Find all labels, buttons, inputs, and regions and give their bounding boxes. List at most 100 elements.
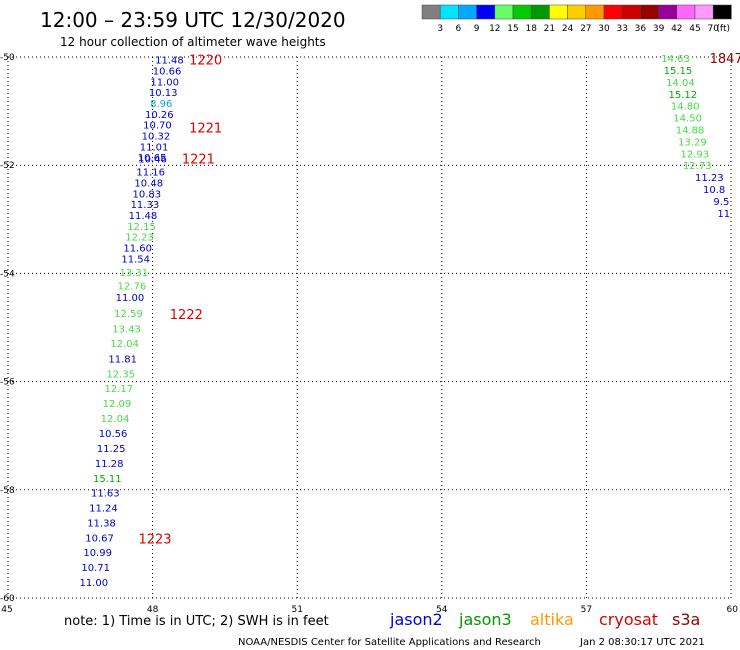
y-tick-label: -54 <box>0 269 15 279</box>
pass-time-label: 1221 <box>189 121 222 136</box>
pass-time-label: 1220 <box>189 54 222 69</box>
legend-swatch <box>494 4 514 20</box>
wave-height-point: 11.00 <box>79 578 108 589</box>
wave-height-point: 11.25 <box>97 444 126 455</box>
wave-height-point: 14.88 <box>676 125 705 136</box>
legend-label: 12 <box>489 24 500 34</box>
wave-height-point: 10.65 <box>138 153 167 164</box>
mission-label-s3a: s3a <box>672 610 700 629</box>
legend-swatch <box>603 4 623 20</box>
wave-height-point: 11.16 <box>136 168 165 179</box>
x-tick-label: 60 <box>727 605 739 615</box>
wave-height-point: 10.99 <box>83 548 112 559</box>
x-tick-label: 48 <box>147 605 159 615</box>
wave-height-point: 11.24 <box>89 504 118 515</box>
data-points: 11.4810.6611.0010.138.9610.2610.7010.321… <box>74 54 730 639</box>
wave-height-point: 12.15 <box>127 222 156 233</box>
mission-label-cryosat: cryosat <box>599 610 658 629</box>
legend-swatch <box>621 4 641 20</box>
pass-time-label: 1222 <box>170 308 203 323</box>
wave-height-point: 12.73 <box>683 161 712 172</box>
y-tick-label: -50 <box>0 53 15 63</box>
wave-height-point: 14.63 <box>661 54 690 65</box>
mission-label-jason2: jason2 <box>389 610 443 629</box>
legend-label: 9 <box>474 24 480 34</box>
page-title: 12:00 – 23:59 UTC 12/30/2020 <box>40 8 346 32</box>
legend-label: 42 <box>671 24 682 34</box>
wave-height-point: 10.67 <box>85 533 114 544</box>
legend-label: 18 <box>525 24 537 34</box>
pass-time-label: 1221 <box>182 153 215 168</box>
wave-height-point: 12.23 <box>125 233 154 244</box>
wave-height-point: 12.09 <box>103 399 132 410</box>
wave-height-point: 15.12 <box>668 90 697 101</box>
wave-height-point: 14.80 <box>671 102 700 113</box>
wave-height-point: 12.04 <box>101 414 130 425</box>
wave-height-point: 10.83 <box>132 189 161 200</box>
x-tick-label: 57 <box>581 605 592 615</box>
legend-swatch <box>458 4 477 20</box>
wave-height-point: 11.38 <box>87 518 116 529</box>
wave-height-point: 12.59 <box>114 309 143 320</box>
x-tick-label: 54 <box>436 605 448 615</box>
wave-height-point: 12.35 <box>106 369 135 380</box>
wave-height-point: 14.50 <box>673 114 702 125</box>
legend-label: 45 <box>689 24 700 34</box>
wave-height-point: 15.15 <box>664 66 693 77</box>
wave-height-point: 12.93 <box>681 149 710 160</box>
legend-swatch <box>712 4 732 20</box>
wave-height-point: 13.43 <box>112 325 141 336</box>
y-tick-label: -56 <box>0 378 15 388</box>
mission-legend: jason2 jason3 altika cryosat s3a <box>389 610 700 629</box>
legend-swatch <box>549 4 568 20</box>
legend-label: 30 <box>598 24 610 34</box>
mission-label-altika: altika <box>530 610 574 629</box>
plot-area: 45 48 51 54 57 60-50-52-54-56-58-60 11.4810.6… <box>0 52 740 639</box>
wave-height-point: 10.66 <box>153 67 182 78</box>
legend-label: 27 <box>580 24 591 34</box>
legend-label: 21 <box>544 24 555 34</box>
legend-swatch <box>658 4 678 20</box>
legend-label: 24 <box>562 24 574 34</box>
color-legend: 3 6 9 12 15 18 21 24 27 30 33 36 39 42 45 70(ft) <box>421 4 732 34</box>
wave-height-point: 12.17 <box>105 384 134 395</box>
footer-note: note: 1) Time is in UTC; 2) SWH is in fe… <box>64 614 329 629</box>
pass-time-label: 1223 <box>138 532 171 547</box>
wave-height-point: 8.96 <box>150 99 172 110</box>
wave-height-point: 11.01 <box>140 142 169 153</box>
wave-height-point: 9.5 <box>713 197 729 208</box>
wave-height-point: 12.76 <box>118 281 147 292</box>
wave-height-point: 13.31 <box>119 268 148 279</box>
legend-label: 36 <box>635 24 647 34</box>
wave-height-point: 11.33 <box>131 200 160 211</box>
wave-height-point: 11.81 <box>108 354 137 365</box>
wave-height-point: 10.13 <box>149 88 178 99</box>
y-tick-label: -52 <box>0 161 15 171</box>
legend-label: 39 <box>653 24 665 34</box>
wave-height-point: 15.11 <box>93 474 122 485</box>
footer-timestamp: Jan 2 08:30:17 UTC 2021 <box>579 637 705 648</box>
x-tick-label: 51 <box>291 605 302 615</box>
footer-credit: NOAA/NESDIS Center for Satellite Applica… <box>238 637 541 648</box>
wave-height-point: 11.63 <box>91 489 120 500</box>
wave-height-point: 11.48 <box>155 56 184 67</box>
wave-height-point: 11.23 <box>695 173 724 184</box>
axis-ticks: 45 48 51 54 57 60 -50 -52 -54 -56 -58 -60 <box>0 53 738 615</box>
wave-height-point: 13.29 <box>678 137 707 148</box>
legend-label: 70 <box>707 24 719 34</box>
wave-height-point: 11.28 <box>95 459 124 470</box>
legend-label: 15 <box>507 24 518 34</box>
wave-height-point: 10.70 <box>143 121 172 132</box>
page-subtitle: 12 hour collection of altimeter wave hei… <box>60 35 326 49</box>
wave-height-point: 11.60 <box>123 243 152 254</box>
legend-swatch <box>676 4 696 20</box>
legend-swatch <box>476 4 496 20</box>
pass-time-label: 1847 <box>710 52 740 67</box>
wave-height-point: 11 <box>717 209 730 220</box>
legend-label: 33 <box>616 24 627 34</box>
legend-swatch <box>694 4 714 20</box>
legend-label: (ft) <box>716 24 730 34</box>
wave-height-point: 10.32 <box>74 628 103 639</box>
